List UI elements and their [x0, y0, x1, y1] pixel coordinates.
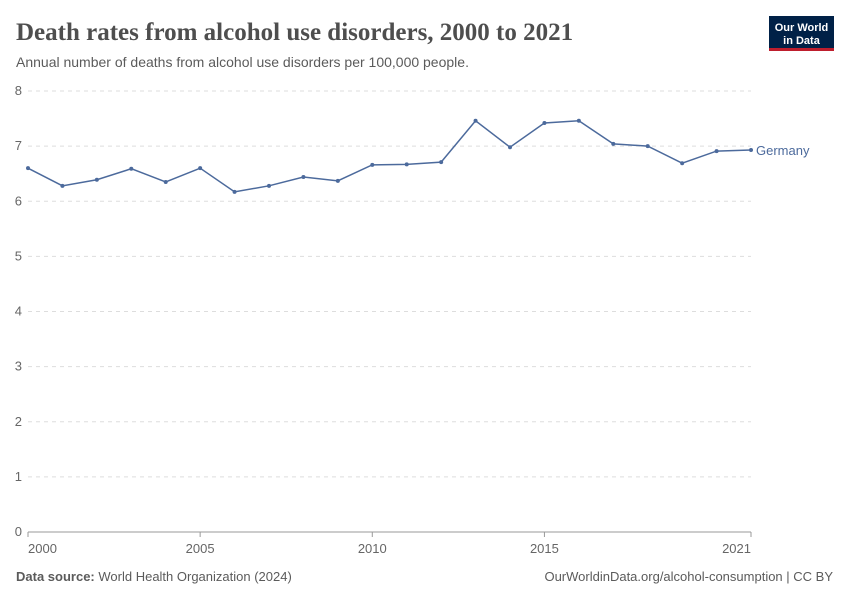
data-point: [163, 179, 168, 184]
data-point: [232, 189, 237, 194]
logo-bar: [769, 48, 834, 51]
data-point: [645, 144, 650, 149]
chart-subtitle: Annual number of deaths from alcohol use…: [16, 54, 469, 70]
y-tick-label: 0: [15, 524, 22, 539]
logo-text: Our World: [775, 22, 829, 34]
x-tick-label: 2005: [186, 541, 215, 556]
data-point: [542, 120, 547, 125]
y-tick-label: 4: [15, 304, 22, 319]
source-label: Data source:: [16, 569, 95, 584]
x-tick-label: 2015: [530, 541, 559, 556]
data-point: [680, 161, 685, 166]
footer-link[interactable]: OurWorldinData.org/alcohol-consumption |…: [544, 569, 833, 584]
x-tick-label: 2010: [358, 541, 387, 556]
data-point: [439, 160, 444, 165]
source: World Health Organization (2024): [98, 569, 291, 584]
data-point: [129, 166, 134, 171]
logo-box: [769, 16, 834, 50]
data-point: [508, 145, 512, 150]
data-point: [198, 166, 203, 171]
data-point: [473, 118, 478, 123]
data-point: [335, 178, 340, 183]
logo[interactable]: Our World in Data: [769, 16, 834, 51]
y-tick-label: 5: [15, 248, 22, 263]
chart-title: Death rates from alcohol use disorders, …: [16, 19, 573, 46]
data-point: [611, 141, 616, 146]
data-point: [60, 183, 65, 188]
y-tick-label: 2: [15, 414, 22, 429]
data-point: [370, 162, 375, 167]
y-tick-label: 3: [15, 359, 22, 374]
logo-text: in Data: [783, 35, 821, 47]
y-tick-label: 6: [15, 193, 22, 208]
x-tick-label: 2000: [28, 541, 57, 556]
y-tick-label: 7: [15, 138, 22, 153]
data-point: [576, 118, 581, 123]
series-line: [27, 119, 752, 193]
series-label: Germany: [756, 143, 810, 158]
data-source: Data source: World Health Organization (…: [16, 569, 292, 584]
x-tick-label: 2021: [722, 541, 751, 556]
data-point: [301, 174, 306, 179]
data-point: [267, 183, 271, 188]
data-point: [714, 149, 719, 154]
data-point: [404, 162, 409, 167]
y-tick-label: 1: [15, 469, 22, 484]
data-point: [749, 147, 753, 152]
data-point: [94, 177, 99, 182]
y-tick-label: 8: [15, 83, 22, 98]
data-point: [26, 166, 30, 171]
